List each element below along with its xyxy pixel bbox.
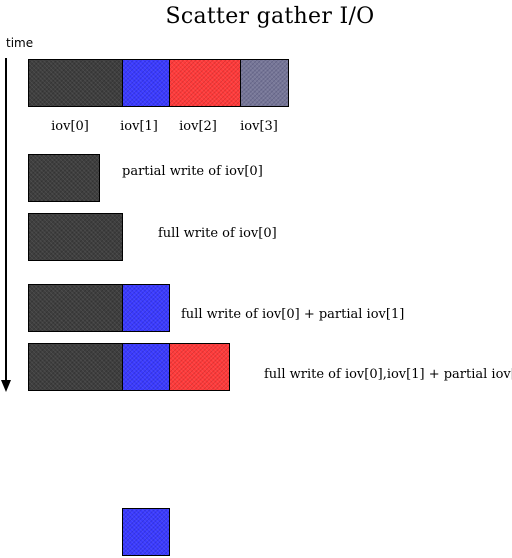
step3-caption: full write of iov[0] + partial iov[1] (181, 307, 405, 322)
step3-iov0-full (28, 284, 123, 332)
step4-iov2-partial (169, 343, 230, 391)
diagram-title: Scatter gather I/O (165, 4, 375, 29)
iov1-label: iov[1] (120, 119, 158, 134)
buffer-iov3-segment (240, 59, 289, 107)
iov0-label: iov[0] (51, 119, 89, 134)
iov2-label: iov[2] (179, 119, 217, 134)
buffer-iov0-segment (28, 59, 123, 107)
time-axis-label: time (6, 36, 34, 50)
time-arrow (1, 58, 11, 392)
step1-iov0-partial (28, 154, 100, 202)
iov3-label: iov[3] (240, 119, 278, 134)
step2-caption: full write of iov[0] (158, 226, 277, 241)
buffer-iov1-segment (122, 59, 170, 107)
step2-iov0-full (28, 213, 123, 261)
time-arrow-head (1, 380, 11, 392)
step4-iov1-full (122, 343, 170, 391)
step3-iov1-partial (122, 284, 170, 332)
buffer-iov2-segment (169, 59, 241, 107)
step4-iov0-full (28, 343, 123, 391)
step4-caption: full write of iov[0],iov[1] + partial io… (264, 367, 512, 382)
step1-caption: partial write of iov[0] (122, 164, 263, 179)
stray-iov1-block (122, 508, 170, 556)
